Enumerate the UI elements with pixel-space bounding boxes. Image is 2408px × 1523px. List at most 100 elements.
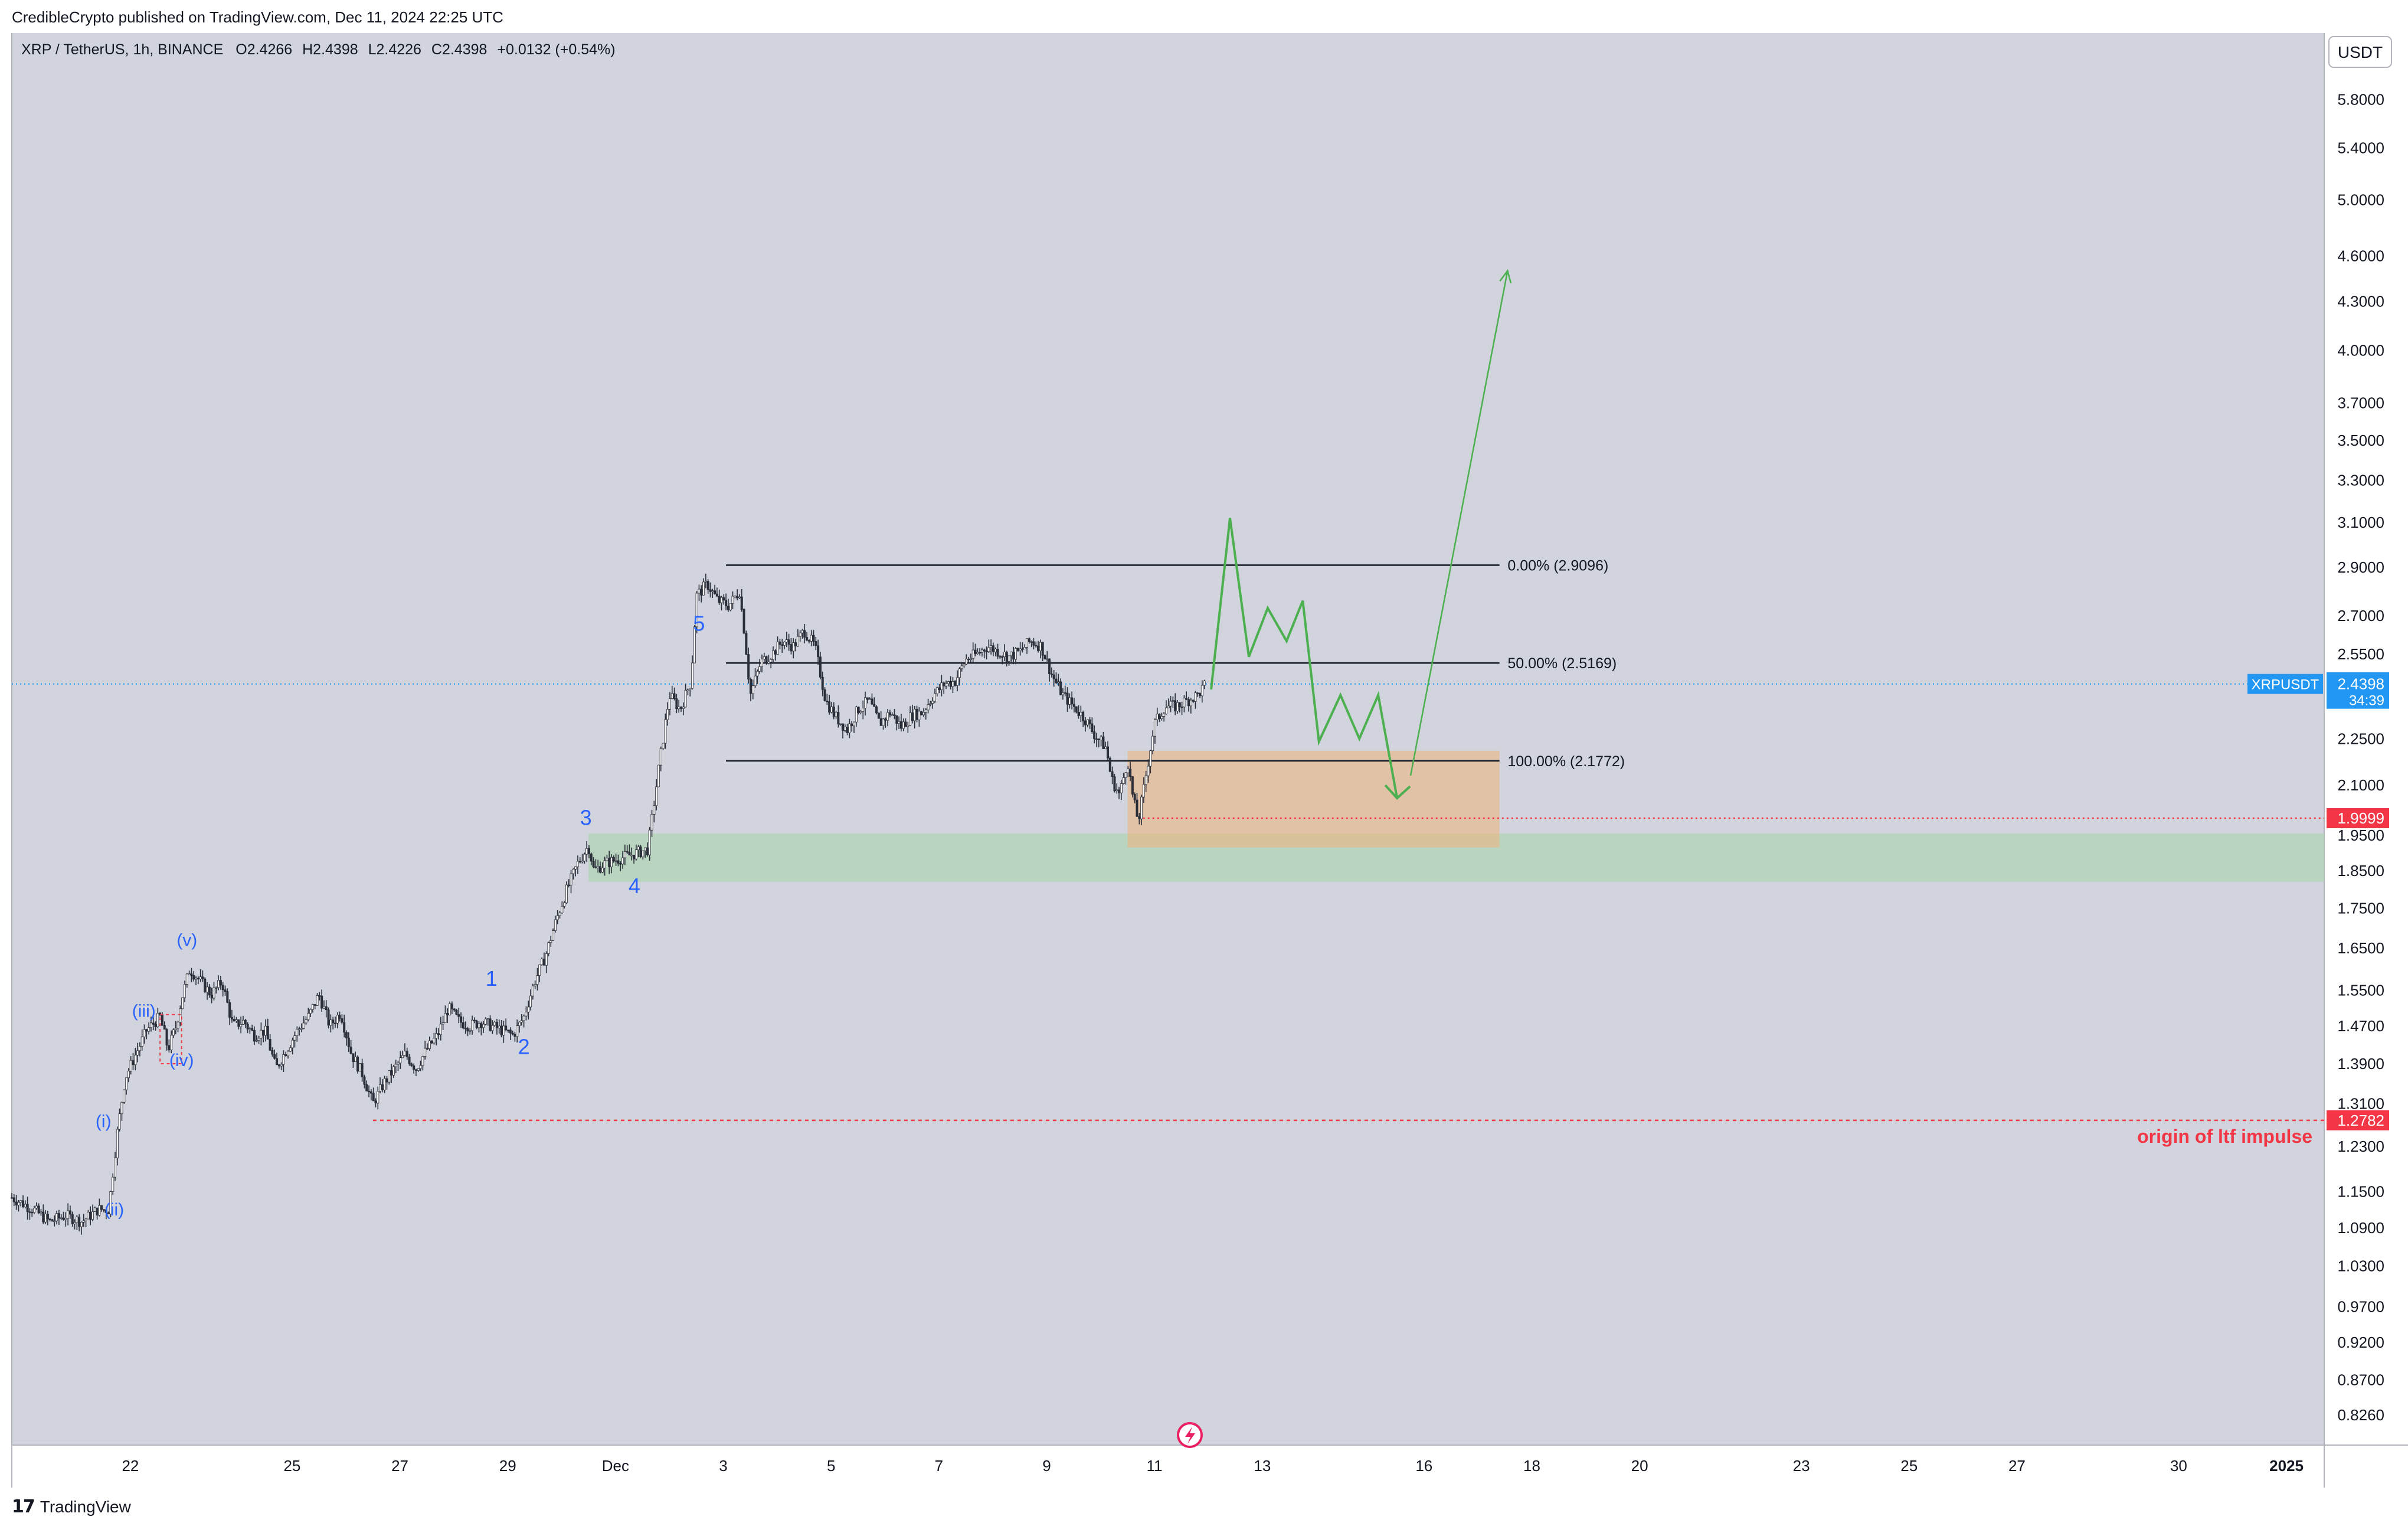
- candle-body: [637, 846, 640, 850]
- candle-body: [1039, 642, 1042, 651]
- candle-body: [248, 1028, 251, 1030]
- candle-body: [850, 723, 853, 727]
- candle-body: [979, 652, 981, 653]
- candle-body: [684, 689, 687, 708]
- levels-layer: 0.00% (2.9096) 50.00% (2.5169) 100.00% (2.…: [12, 557, 2324, 1122]
- candle-body: [1164, 707, 1167, 714]
- candle-body: [945, 683, 948, 687]
- price-tick-label: 1.4700: [2337, 1017, 2384, 1035]
- currency-button[interactable]: USDT: [2328, 36, 2392, 68]
- time-tick-label: 23: [1793, 1457, 1810, 1475]
- price-axis[interactable]: 5.8000 5.4000 5.0000 4.6000 4.3000 4.0000 3.70…: [2247, 91, 2389, 1424]
- candle-body: [740, 596, 743, 610]
- candle-body: [670, 693, 673, 699]
- candle-body: [185, 973, 188, 985]
- candle-body: [714, 590, 716, 594]
- candle-body: [469, 1030, 472, 1032]
- candle-body: [363, 1076, 366, 1085]
- flash-icon[interactable]: [1177, 1422, 1203, 1448]
- candle-body: [967, 658, 970, 661]
- candle-body: [430, 1040, 433, 1044]
- candle-body: [327, 1009, 330, 1026]
- candle-body: [17, 1202, 20, 1205]
- tradingview-logo[interactable]: 17 TradingView: [12, 1496, 131, 1517]
- time-tick-label: 25: [283, 1457, 300, 1475]
- candle-body: [987, 647, 990, 652]
- candle-body: [444, 1013, 447, 1023]
- candle-body: [653, 805, 656, 815]
- candle-body: [781, 644, 784, 646]
- candle-body: [12, 1197, 15, 1202]
- price-axis-panel[interactable]: [2324, 33, 2408, 1445]
- wave-label: (i): [96, 1112, 112, 1132]
- current-price-badge: [2327, 672, 2389, 709]
- candle-body: [527, 1006, 530, 1012]
- candle-body: [428, 1040, 431, 1049]
- candle-body: [417, 1068, 420, 1071]
- candle-body: [46, 1214, 49, 1220]
- candle-body: [181, 997, 184, 1009]
- candle-body: [457, 1014, 460, 1017]
- time-axis-panel[interactable]: [12, 1445, 2324, 1488]
- candle-body: [98, 1205, 101, 1216]
- candle-body: [103, 1209, 106, 1211]
- candle-body: [965, 658, 968, 665]
- candle-body: [51, 1219, 54, 1222]
- candle-body: [879, 718, 882, 726]
- candle-body: [1200, 685, 1203, 697]
- candle-body: [734, 596, 737, 597]
- time-tick-label: 16: [1415, 1457, 1432, 1475]
- candle-body: [1026, 638, 1029, 648]
- candle-body: [576, 861, 579, 867]
- candle-body: [567, 884, 570, 887]
- candle-body: [64, 1218, 67, 1220]
- candle-body: [935, 687, 938, 694]
- candle-body: [999, 656, 1002, 658]
- time-tick-label: 9: [1042, 1457, 1051, 1475]
- candle-body: [943, 682, 945, 687]
- candle-body: [969, 658, 972, 660]
- candle-body: [619, 863, 622, 865]
- candle-body: [745, 633, 748, 655]
- candle-body: [891, 714, 894, 716]
- candle-body: [374, 1100, 377, 1104]
- candle-body: [846, 727, 849, 733]
- candle-body: [397, 1063, 400, 1065]
- candle-body: [662, 743, 665, 749]
- candle-body: [642, 850, 644, 857]
- time-axis[interactable]: 22 25 27 29 Dec 3 5 7 9 11 13 16 18 20 23 25 27 30 2025: [122, 1457, 2304, 1475]
- candle-body: [554, 919, 557, 931]
- candle-body: [15, 1201, 18, 1205]
- candle-body: [1151, 736, 1154, 751]
- candle-body: [84, 1218, 87, 1221]
- price-badge-label: 1.2782: [2337, 1112, 2384, 1129]
- candle-body: [610, 857, 613, 867]
- candle-body: [477, 1023, 480, 1028]
- candle-body: [924, 710, 927, 713]
- candle-body: [1086, 719, 1089, 725]
- candle-body: [233, 1019, 235, 1021]
- price-badge-label: 1.9999: [2337, 809, 2384, 827]
- candle-body: [170, 1035, 173, 1051]
- candle-body: [269, 1039, 271, 1051]
- candle-body: [385, 1078, 388, 1083]
- candle-body: [392, 1066, 395, 1076]
- candle-body: [675, 698, 678, 710]
- candle-body: [235, 1019, 238, 1021]
- candle-body: [556, 915, 559, 920]
- candle-body: [839, 723, 842, 725]
- fib-level-label: 100.00% (2.1772): [1507, 753, 1625, 770]
- price-badge: [2327, 808, 2389, 828]
- candle-body: [1196, 692, 1199, 694]
- candle-body: [868, 698, 871, 700]
- candle-body: [1156, 714, 1159, 720]
- candle-body: [920, 711, 923, 715]
- candle-body: [597, 866, 600, 868]
- candle-body: [230, 1017, 233, 1019]
- candle-body: [785, 639, 788, 643]
- candle-body: [875, 706, 878, 714]
- candle-body: [1059, 681, 1062, 695]
- candle-body: [821, 676, 824, 690]
- candle-body: [484, 1018, 487, 1025]
